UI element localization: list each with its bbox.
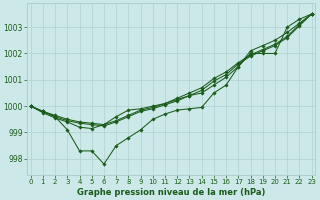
- X-axis label: Graphe pression niveau de la mer (hPa): Graphe pression niveau de la mer (hPa): [77, 188, 265, 197]
